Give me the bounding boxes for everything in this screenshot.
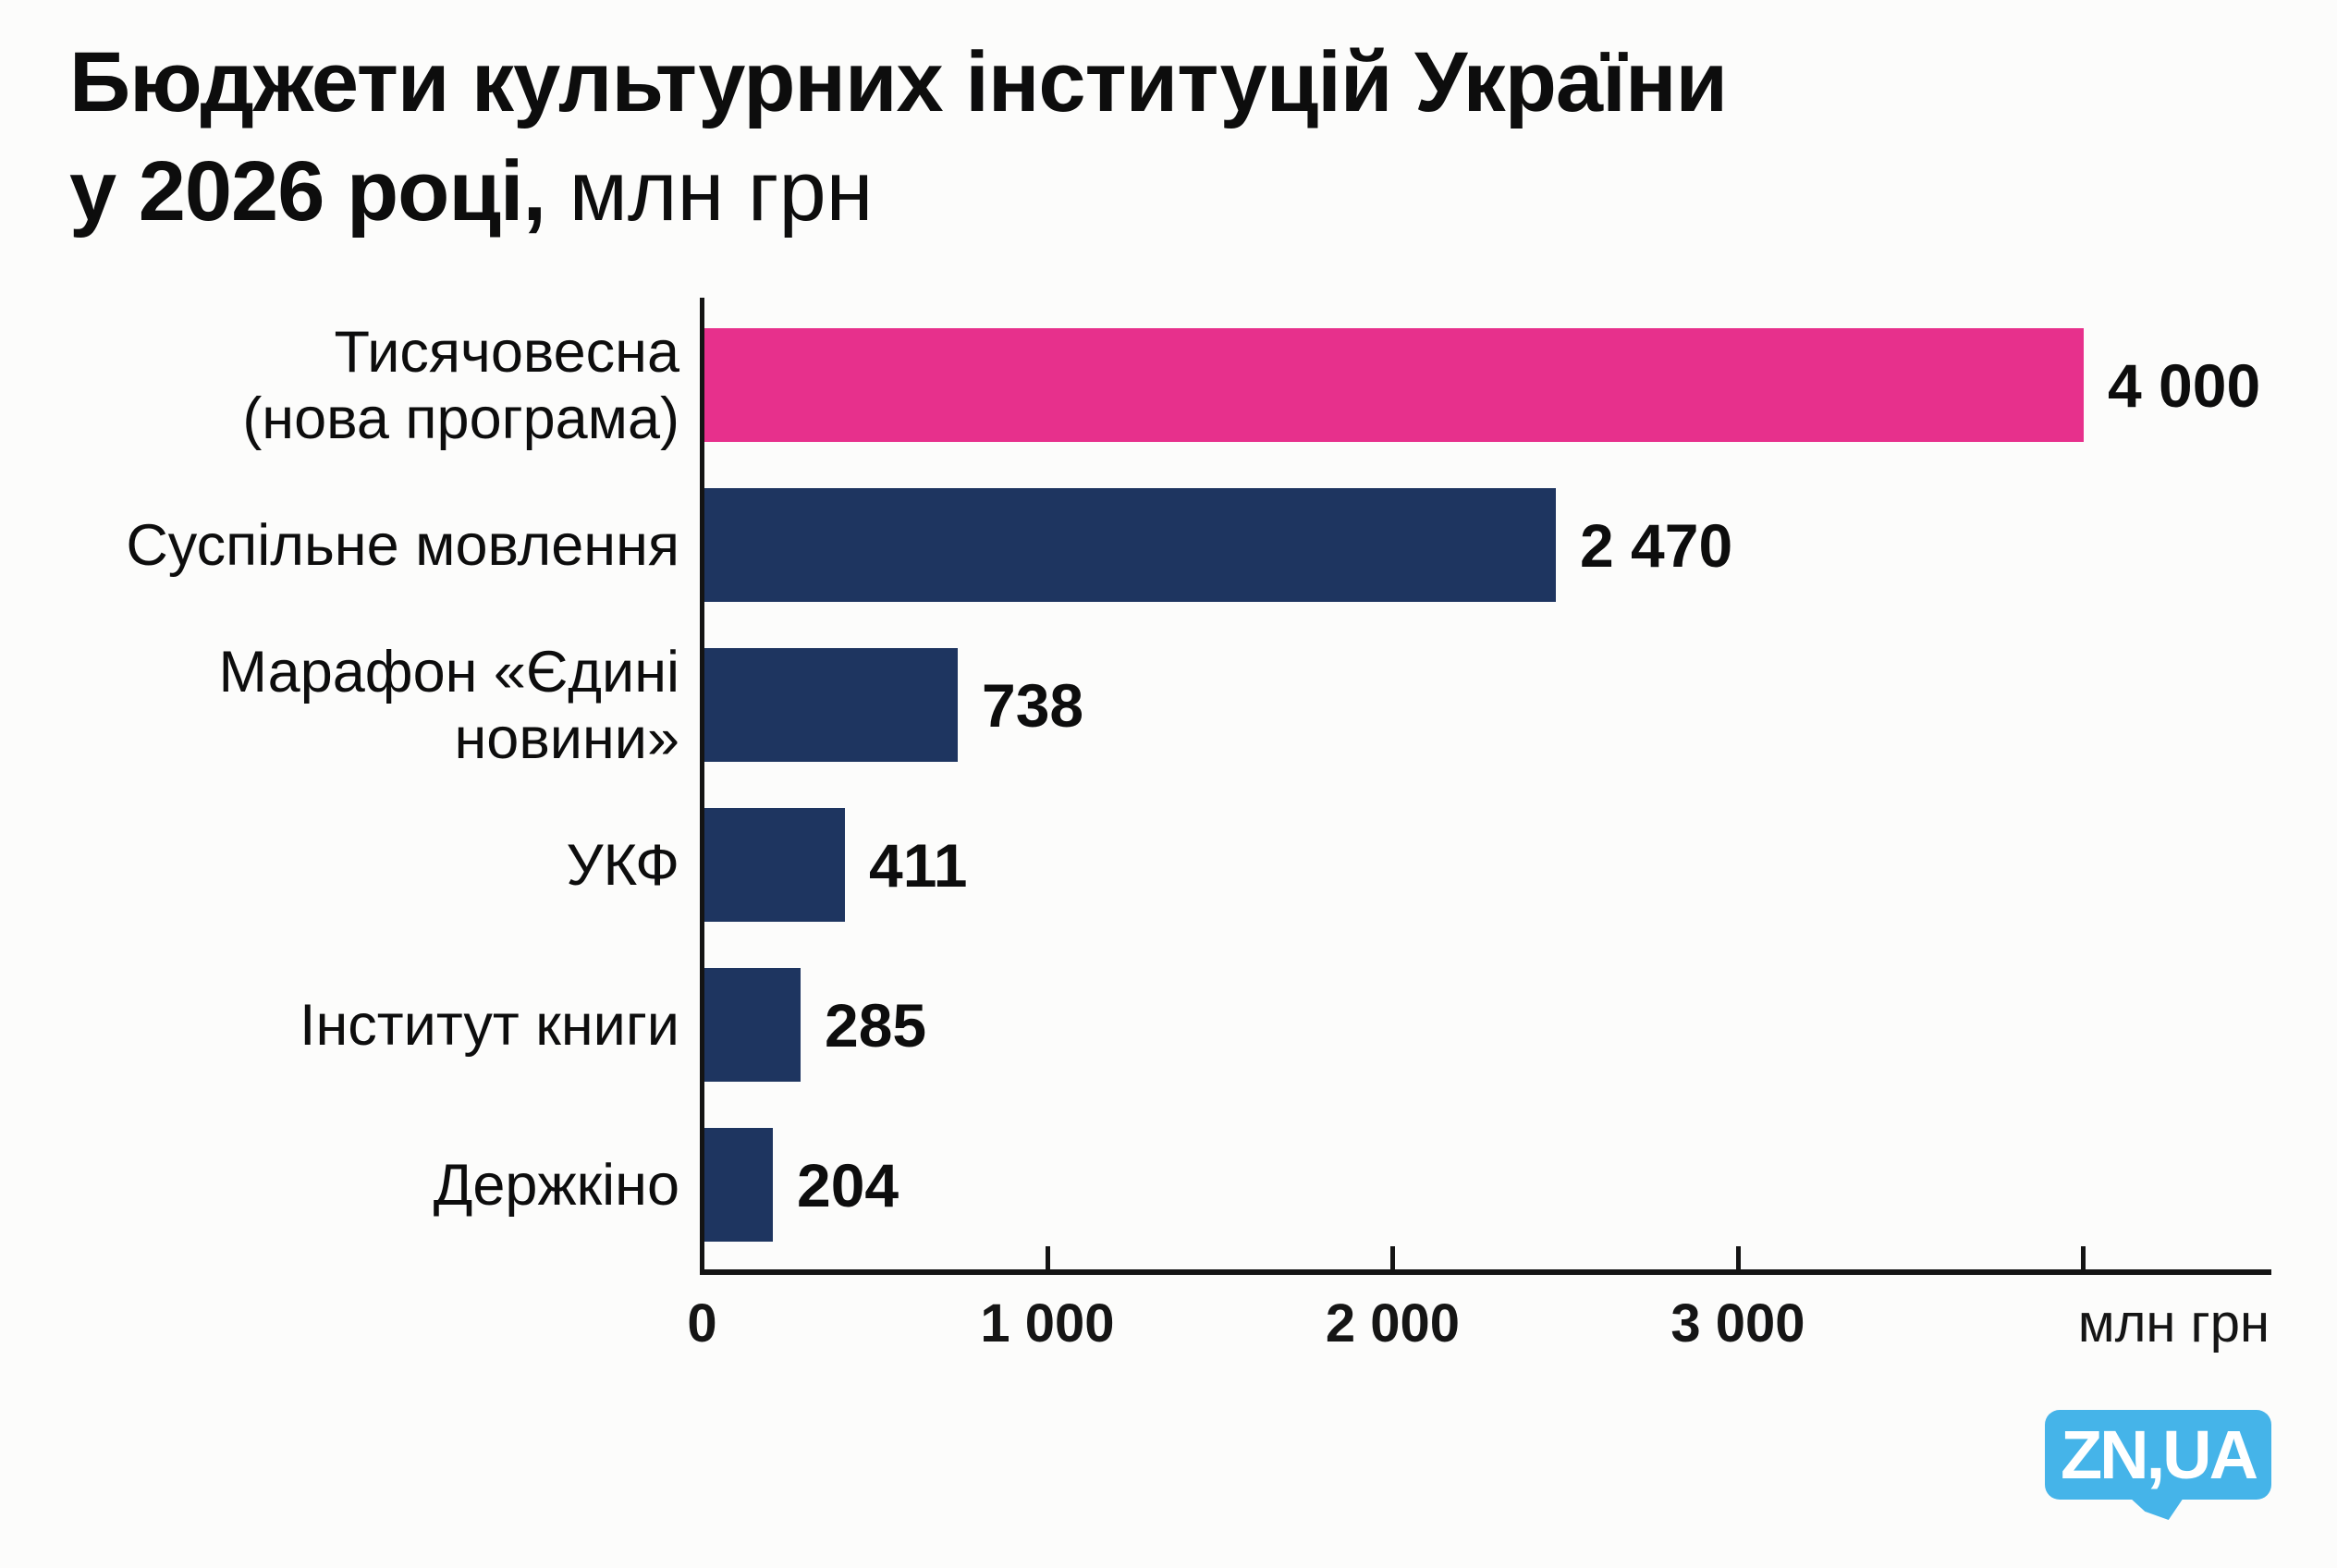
bar-row-ukf: УКФ 411	[0, 808, 2337, 922]
y-axis-line	[700, 298, 704, 1274]
category-label: Суспільне мовлення	[126, 512, 679, 578]
bar-suspilne-movlennia	[703, 488, 1556, 602]
x-axis-tick-label: 2 000	[1325, 1293, 1461, 1354]
bar-derzhkino	[703, 1128, 773, 1242]
category-label: Держкіно	[433, 1152, 679, 1218]
x-axis-tick	[700, 1246, 704, 1270]
x-axis-tick-label: 3 000	[1670, 1293, 1805, 1354]
chart-title-line2-bold: у 2026 році,	[69, 144, 546, 239]
bar-marafon-iedyni-novyny	[703, 648, 958, 762]
category-label: Інститут книги	[300, 992, 679, 1058]
bar-row-derzhkino: Держкіно 204	[0, 1128, 2337, 1242]
bar-value-label: 285	[825, 990, 927, 1060]
bar-value-label: 4 000	[2108, 350, 2261, 420]
bar-value-label: 2 470	[1580, 510, 1733, 580]
bar-value-label: 204	[797, 1150, 899, 1219]
chart-title-line1: Бюджети культурних інституцій України	[69, 35, 1728, 129]
x-axis-line	[700, 1269, 2271, 1275]
bar-row-instytut-knyhy: Інститут книги 285	[0, 968, 2337, 1082]
bar-ukf	[703, 808, 845, 922]
bar-value-label: 411	[869, 830, 968, 900]
chart-title: Бюджети культурних інституцій України у 2…	[69, 28, 1728, 246]
znua-logo: ZN,UA	[2045, 1410, 2271, 1520]
bar-value-label: 738	[982, 670, 1084, 740]
x-axis-tick-label: 0	[687, 1293, 717, 1354]
bar-instytut-knyhy	[703, 968, 801, 1082]
bar-tysiachovesna	[703, 328, 2084, 442]
category-label: УКФ	[566, 832, 679, 898]
x-axis-tick	[1390, 1246, 1395, 1270]
znua-logo-text: ZN,UA	[2060, 1416, 2258, 1493]
category-label: Марафон «Єдині новини»	[218, 639, 679, 771]
bar-row-suspilne-movlennia: Суспільне мовлення 2 470	[0, 488, 2337, 602]
category-label: Тисячовесна (нова програма)	[242, 319, 679, 451]
bar-row-marafon-iedyni-novyny: Марафон «Єдині новини» 738	[0, 639, 2337, 771]
x-axis-tick-label: 1 000	[980, 1293, 1115, 1354]
bar-row-tysiachovesna: Тисячовесна (нова програма) 4 000	[0, 319, 2337, 451]
x-axis-tick	[2081, 1246, 2086, 1270]
x-axis-tick	[1045, 1246, 1050, 1270]
x-axis-tick	[1735, 1246, 1741, 1270]
x-axis-unit-label: млн грн	[2077, 1293, 2270, 1354]
chart-title-line2-unit: млн грн	[545, 144, 874, 239]
